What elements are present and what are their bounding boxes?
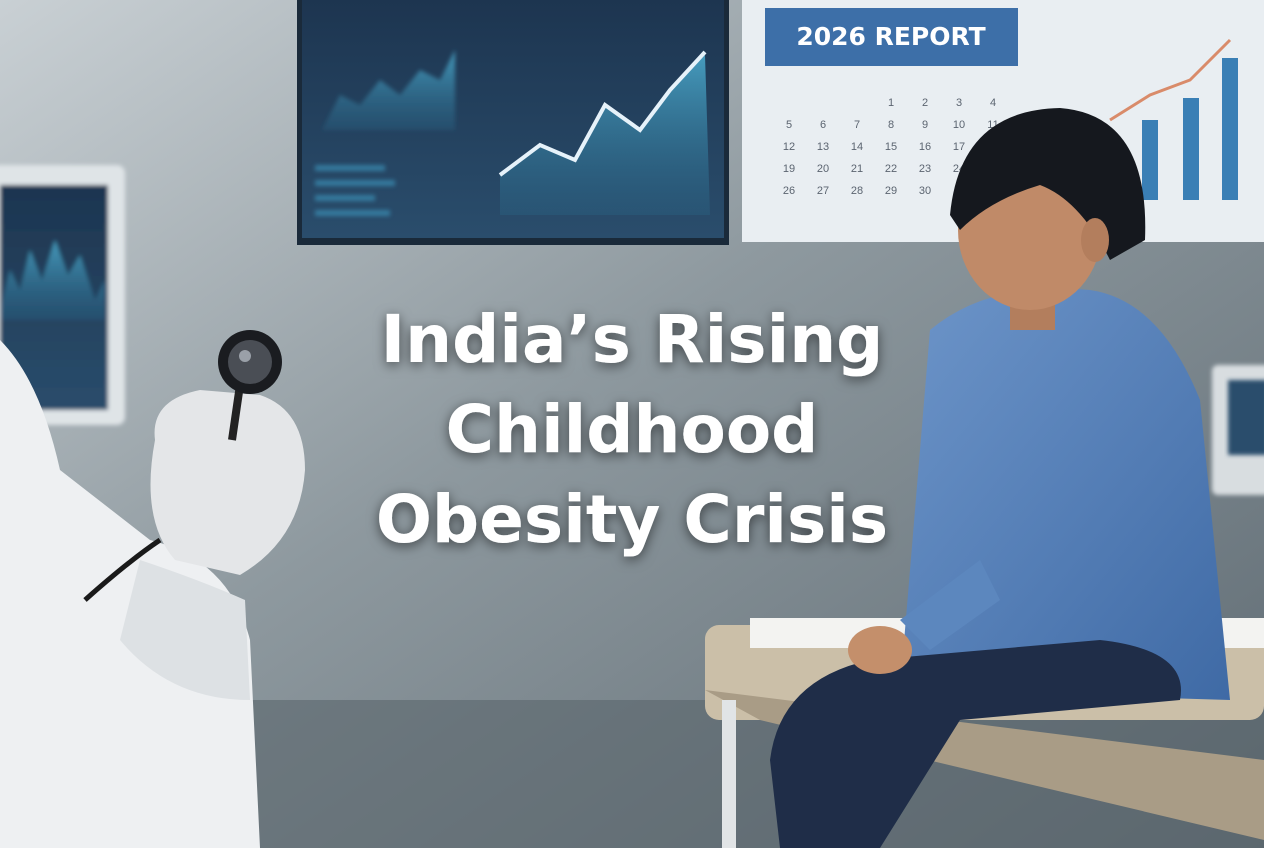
calendar-day: 28 xyxy=(851,185,863,197)
dashboard-screen xyxy=(297,0,729,245)
calendar-day: 23 xyxy=(919,163,931,175)
headline-line: India’s Rising xyxy=(381,301,884,378)
calendar-day: 9 xyxy=(922,119,928,131)
calendar-day: 26 xyxy=(783,185,795,197)
headline-line: Obesity Crisis xyxy=(376,481,888,558)
calendar-day: 1 xyxy=(888,97,894,109)
calendar-day: 30 xyxy=(919,185,931,197)
calendar-day: 27 xyxy=(817,185,829,197)
headline-line: Childhood xyxy=(446,391,819,468)
calendar-day: 17 xyxy=(953,141,965,153)
calendar-day: 13 xyxy=(817,141,829,153)
calendar-day: 4 xyxy=(990,97,996,109)
calendar-day: 22 xyxy=(885,163,897,175)
calendar-day: 8 xyxy=(888,119,894,131)
calendar-day: 10 xyxy=(953,119,965,131)
side-screen xyxy=(1228,380,1264,455)
calendar-day: 15 xyxy=(885,141,897,153)
calendar-day: 2 xyxy=(922,97,928,109)
calendar-day: 29 xyxy=(885,185,897,197)
calendar: 1234567891011121314151617181920212223242… xyxy=(783,97,999,197)
calendar-day: 16 xyxy=(919,141,931,153)
bar-graphic xyxy=(1109,38,1238,200)
calendar-day: 12 xyxy=(783,141,795,153)
report-title: 2026 REPORT xyxy=(796,22,985,51)
headline: India’s Rising Childhood Obesity Crisis xyxy=(376,301,888,558)
calendar-day: 20 xyxy=(817,163,829,175)
calendar-day: 14 xyxy=(851,141,863,153)
child xyxy=(770,108,1230,848)
calendar-day: 21 xyxy=(851,163,863,175)
report-banner xyxy=(765,8,1018,66)
calendar-day: 6 xyxy=(820,119,826,131)
doctor xyxy=(0,330,305,848)
calendar-day: 5 xyxy=(786,119,792,131)
calendar-day: 7 xyxy=(854,119,860,131)
calendar-day: 11 xyxy=(987,119,998,131)
calendar-day: 3 xyxy=(956,97,962,109)
calendar-day: 19 xyxy=(783,163,795,175)
